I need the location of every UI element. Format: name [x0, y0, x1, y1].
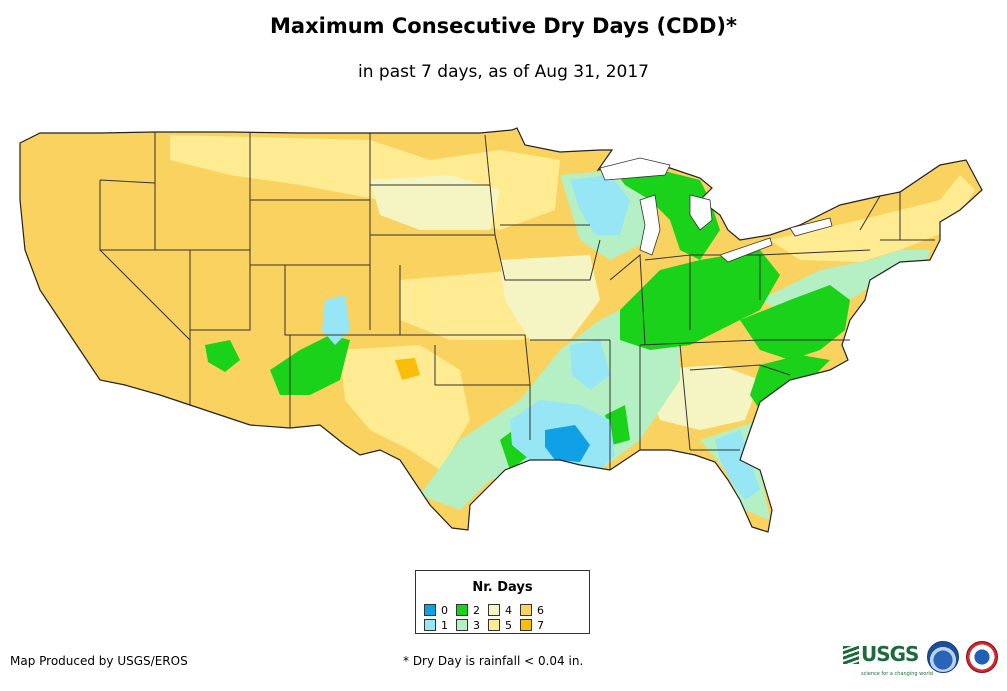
legend-swatch — [488, 604, 500, 616]
legend-item-6: 6 — [520, 604, 544, 617]
map-credit: Map Produced by USGS/EROS — [10, 654, 188, 668]
usgs-waves-icon — [843, 646, 859, 664]
state-boundaries — [99, 132, 935, 470]
zone-7-days-texas — [395, 358, 420, 380]
zone-2-days-great-lakes — [610, 165, 720, 260]
dry-day-footnote: * Dry Day is rainfall < 0.04 in. — [403, 654, 584, 668]
legend-item-4: 4 — [488, 604, 512, 617]
legend: Nr. Days 0 1 2 3 4 5 6 7 — [415, 570, 590, 634]
lake-superior — [599, 157, 671, 181]
legend-swatch — [520, 604, 532, 616]
us-outline — [19, 127, 983, 533]
zone-1-day-wisconsin — [570, 175, 630, 235]
map-subtitle: in past 7 days, as of Aug 31, 2017 — [358, 62, 649, 82]
legend-swatch — [488, 619, 500, 631]
legend-item-0: 0 — [424, 604, 448, 617]
legend-item-5: 5 — [488, 619, 512, 632]
legend-item-7: 7 — [520, 619, 544, 632]
zone-4-days-midwest — [500, 255, 600, 340]
legend-label: 6 — [537, 604, 544, 617]
zone-0-days-louisiana — [545, 425, 590, 462]
zone-4-days-dakota — [370, 175, 500, 230]
legend-label: 3 — [473, 619, 480, 632]
legend-label: 5 — [505, 619, 512, 632]
legend-swatch — [456, 619, 468, 631]
zone-2-days-ohio-valley — [620, 250, 780, 350]
zone-5-days-southwest — [340, 345, 470, 470]
lake-erie — [719, 237, 773, 263]
lake-huron — [689, 194, 713, 231]
legend-item-2: 2 — [456, 604, 480, 617]
usgs-logo-text: USGS — [861, 642, 919, 666]
legend-item-1: 1 — [424, 619, 448, 632]
legend-swatch — [424, 619, 436, 631]
map-title: Maximum Consecutive Dry Days (CDD)* — [270, 14, 737, 38]
great-lakes — [599, 157, 833, 263]
zone-2-days-mid-atlantic — [740, 285, 850, 360]
legend-swatch — [456, 604, 468, 616]
lake-michigan — [639, 194, 661, 256]
noaa-logo — [927, 641, 959, 673]
legend-label: 4 — [505, 604, 512, 617]
legend-label: 7 — [537, 619, 544, 632]
legend-item-3: 3 — [456, 619, 480, 632]
zone-2-days-arizona — [205, 340, 240, 372]
usgs-logo: USGS science for a changing world — [843, 642, 933, 677]
legend-label: 2 — [473, 604, 480, 617]
legend-label: 1 — [441, 619, 448, 632]
nws-logo — [966, 641, 998, 673]
legend-swatch — [520, 619, 532, 631]
legend-swatch — [424, 604, 436, 616]
zone-1-day-mississippi — [570, 340, 610, 390]
lake-ontario — [789, 217, 833, 237]
usgs-tagline: science for a changing world — [861, 671, 933, 677]
zone-1-day-colorado — [322, 295, 350, 345]
zone-1-day-florida — [715, 430, 760, 500]
legend-label: 0 — [441, 604, 448, 617]
legend-title: Nr. Days — [472, 580, 533, 595]
